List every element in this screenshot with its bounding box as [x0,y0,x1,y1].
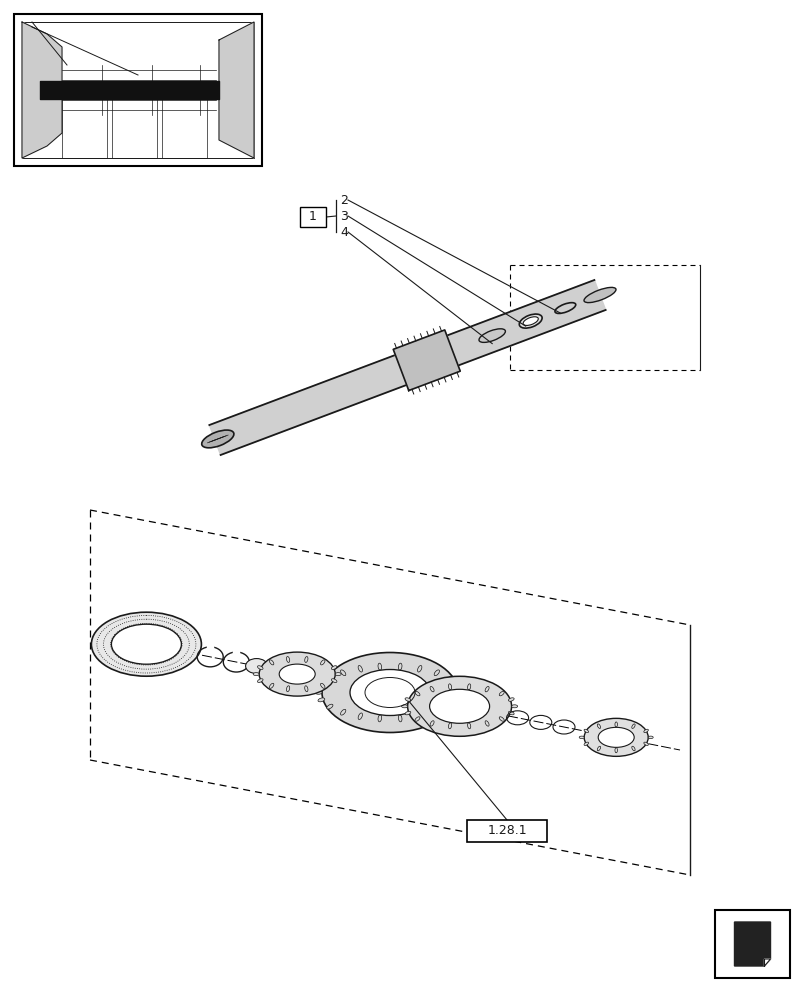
Ellipse shape [378,715,381,722]
Bar [466,820,547,842]
Ellipse shape [279,664,315,684]
Ellipse shape [358,665,362,672]
Ellipse shape [631,724,634,728]
Ellipse shape [326,704,333,709]
Ellipse shape [467,684,470,690]
Ellipse shape [320,660,324,665]
Ellipse shape [111,624,181,664]
Polygon shape [393,330,460,391]
Ellipse shape [448,723,451,729]
Polygon shape [209,280,605,455]
Ellipse shape [414,717,419,721]
Ellipse shape [484,721,488,726]
Ellipse shape [398,663,401,670]
Polygon shape [734,922,770,966]
Ellipse shape [201,430,234,448]
Ellipse shape [269,683,273,688]
Ellipse shape [322,652,457,732]
Ellipse shape [598,727,633,747]
Ellipse shape [467,723,470,729]
Ellipse shape [430,721,434,726]
Text: 4: 4 [340,226,347,238]
Bar [299,207,325,227]
Ellipse shape [434,670,439,676]
Ellipse shape [401,705,407,708]
Ellipse shape [597,746,600,751]
Ellipse shape [398,715,401,722]
Ellipse shape [499,691,504,696]
Ellipse shape [320,683,324,688]
Ellipse shape [614,722,616,727]
Ellipse shape [257,666,263,669]
Text: 3: 3 [340,210,347,223]
Ellipse shape [448,684,451,690]
Ellipse shape [647,736,652,739]
Ellipse shape [378,663,381,670]
Polygon shape [22,22,62,158]
Ellipse shape [417,713,422,720]
Ellipse shape [583,718,647,756]
Ellipse shape [643,742,647,745]
Ellipse shape [578,736,583,739]
Ellipse shape [286,686,290,692]
Ellipse shape [340,670,345,676]
Ellipse shape [429,689,489,723]
Ellipse shape [259,652,335,696]
Ellipse shape [326,676,333,681]
Text: 2: 2 [340,194,347,207]
Ellipse shape [455,698,461,702]
Ellipse shape [315,691,322,694]
Ellipse shape [455,683,461,687]
Ellipse shape [643,729,647,733]
Ellipse shape [478,329,504,342]
Ellipse shape [499,717,504,721]
Ellipse shape [597,724,600,728]
Ellipse shape [508,698,513,701]
Ellipse shape [331,666,337,669]
Ellipse shape [340,709,345,715]
Ellipse shape [583,742,588,745]
Ellipse shape [331,679,337,682]
Ellipse shape [583,729,588,733]
Ellipse shape [447,704,453,709]
Ellipse shape [434,709,439,715]
Ellipse shape [447,676,453,681]
Ellipse shape [405,711,410,715]
Ellipse shape [318,698,324,702]
Ellipse shape [318,683,324,687]
Ellipse shape [253,673,259,676]
Ellipse shape [511,705,517,708]
Ellipse shape [335,673,341,676]
Ellipse shape [417,665,422,672]
Ellipse shape [92,612,201,676]
Ellipse shape [457,691,465,694]
Ellipse shape [304,657,307,662]
Polygon shape [764,959,770,966]
Ellipse shape [286,657,290,662]
Ellipse shape [257,679,263,682]
Text: 1.28.1: 1.28.1 [487,824,526,838]
Ellipse shape [405,698,410,701]
Ellipse shape [631,746,634,751]
Polygon shape [219,22,254,158]
Ellipse shape [407,676,511,736]
Ellipse shape [614,748,616,753]
Ellipse shape [518,314,542,328]
Bar [714,910,789,978]
Ellipse shape [358,713,362,720]
Ellipse shape [522,317,538,325]
Ellipse shape [583,287,616,303]
Ellipse shape [269,660,273,665]
Bar [14,14,262,166]
Ellipse shape [304,686,307,692]
Ellipse shape [350,670,430,716]
Ellipse shape [508,711,513,715]
Ellipse shape [430,686,434,692]
Ellipse shape [245,659,268,674]
Text: 1: 1 [309,211,316,224]
Ellipse shape [414,691,419,696]
Ellipse shape [484,686,488,692]
